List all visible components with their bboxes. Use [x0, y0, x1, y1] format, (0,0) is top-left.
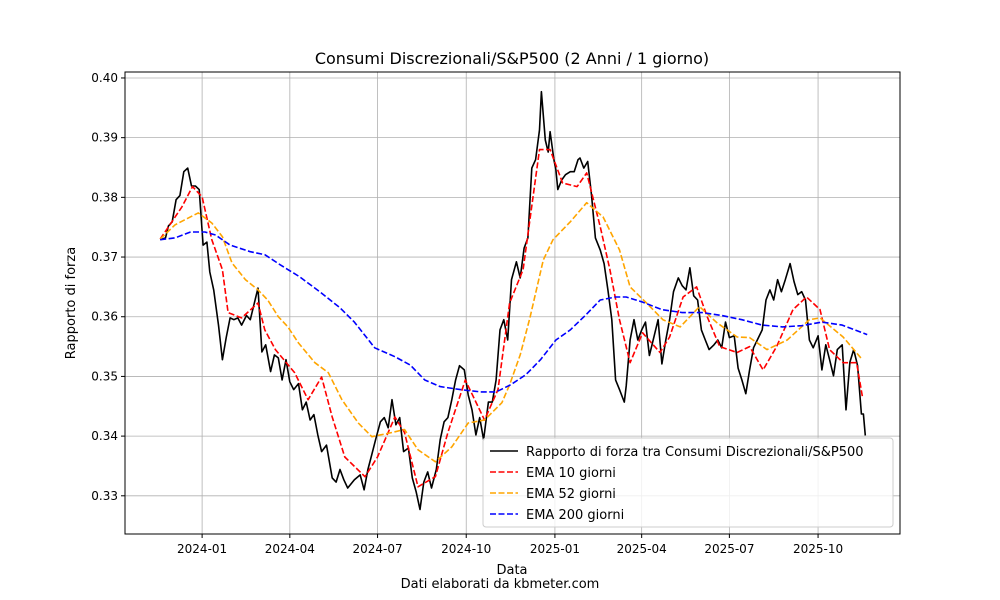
- x-tick-label: 2024-07: [352, 542, 402, 556]
- legend-label: EMA 200 giorni: [526, 508, 624, 523]
- legend-label: Rapporto di forza tra Consumi Discrezion…: [526, 445, 864, 460]
- x-tick-label: 2024-01: [177, 542, 227, 556]
- series-line-ema-1: [159, 148, 864, 488]
- y-tick-label: 0.40: [91, 71, 118, 85]
- legend-label: EMA 10 giorni: [526, 466, 616, 481]
- x-tick-label: 2024-10: [441, 542, 491, 556]
- y-tick-label: 0.35: [91, 369, 118, 383]
- y-tick-label: 0.33: [91, 489, 118, 503]
- footnote: Dati elaborati da kbmeter.com: [401, 577, 600, 592]
- x-tick-label: 2024-04: [265, 542, 315, 556]
- y-tick-label: 0.38: [91, 190, 118, 204]
- series-line-ema-2: [159, 201, 864, 463]
- plot-area: [159, 90, 868, 511]
- x-tick-label: 2025-01: [530, 542, 580, 556]
- x-tick-label: 2025-10: [793, 542, 843, 556]
- legend-label: EMA 52 giorni: [526, 487, 616, 502]
- x-tick-label: 2025-04: [617, 542, 667, 556]
- ticks: 2024-01 2024-04 2024-07 2024-10 2025-01 2025-…: [91, 71, 843, 556]
- y-axis-label: Rapporto di forza: [64, 247, 79, 359]
- axes-frame: [124, 71, 901, 535]
- legend-box: [482, 437, 894, 528]
- series-line-ema-3: [160, 231, 868, 393]
- legend: Rapporto di forza tra Consumi Discrezion…: [482, 437, 894, 528]
- x-tick-label: 2025-07: [704, 542, 754, 556]
- y-tick-label: 0.36: [91, 310, 118, 324]
- y-tick-label: 0.34: [91, 429, 118, 443]
- series-line-ratio: [159, 90, 867, 511]
- y-tick-label: 0.37: [91, 250, 118, 264]
- chart-title: Consumi Discrezionali/S&P500 (2 Anni / 1…: [315, 49, 709, 68]
- x-axis-label: Data: [496, 563, 527, 578]
- y-tick-label: 0.39: [91, 131, 118, 145]
- grid: [125, 72, 900, 534]
